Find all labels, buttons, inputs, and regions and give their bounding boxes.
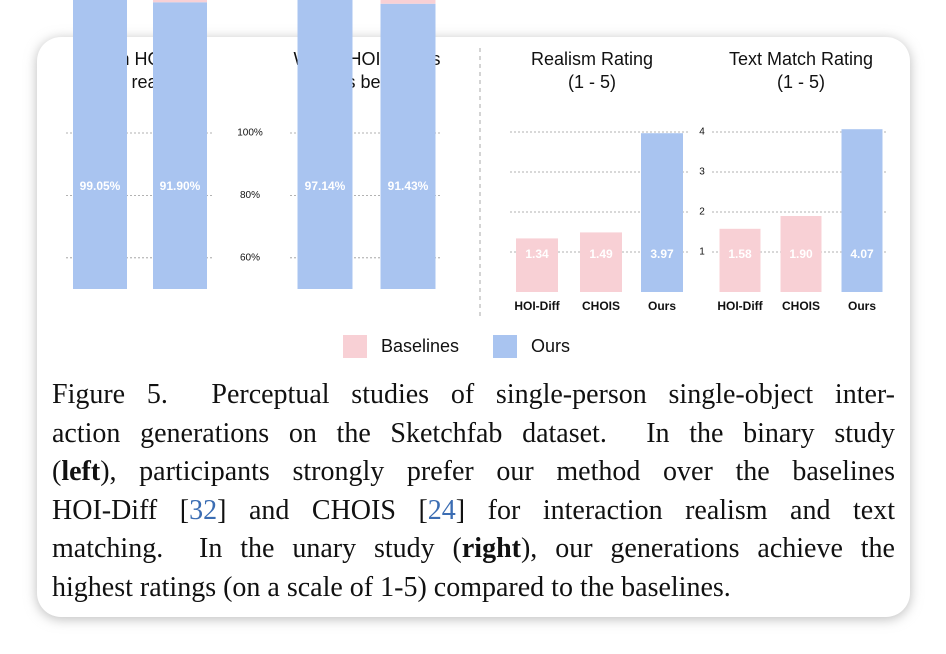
value-label: 1.58: [728, 247, 752, 261]
chart-title: Text Match Rating (1 - 5): [729, 49, 873, 92]
caption-text: ] for interaction realism and text: [455, 494, 895, 526]
caption-text: action generations on the Sketchfab data…: [52, 417, 895, 449]
bar: [719, 228, 761, 292]
legend-swatch: [493, 335, 517, 358]
bar: [580, 232, 622, 292]
y-tick-label: 3: [699, 167, 705, 178]
caption-line: (left), participants strongly prefer our…: [52, 453, 895, 492]
caption-text: left: [61, 456, 101, 488]
caption: Figure 5. Perceptual studies of single-p…: [52, 376, 895, 608]
caption-line: Figure 5. Perceptual studies of single-p…: [52, 376, 895, 415]
caption-line: HOI-Diff [32] and CHOIS [24] for interac…: [52, 492, 895, 531]
caption-line: highest ratings (on a scale of 1-5) comp…: [52, 569, 895, 608]
caption-text: highest ratings (on a scale of 1-5) comp…: [52, 571, 731, 603]
value-label: 99.05%: [80, 179, 121, 193]
caption-text: ), participants strongly prefer our meth…: [100, 456, 895, 488]
value-label: 97.14%: [305, 179, 346, 193]
caption-text: HOI-Diff [: [52, 494, 190, 526]
value-label: 1.49: [589, 247, 613, 261]
category-label: HOI-Diff: [514, 299, 560, 313]
category-label: CHOIS: [782, 299, 820, 313]
bar-segment: [380, 0, 436, 4]
card: [37, 37, 910, 617]
legend-swatch: [343, 335, 367, 358]
value-label: 1.34: [525, 247, 549, 261]
value-label: 3.97: [650, 247, 674, 261]
y-tick-label: 100%: [237, 128, 263, 139]
citation-link[interactable]: 24: [427, 494, 456, 526]
category-label: Ours: [848, 299, 876, 313]
y-tick-label: 60%: [240, 252, 260, 263]
category-label: Ours: [648, 299, 676, 313]
caption-text: ] and CHOIS [: [217, 494, 428, 526]
value-label: 1.90: [789, 247, 813, 261]
category-label: CHOIS: [582, 299, 620, 313]
legend-label: Baselines: [381, 336, 459, 356]
y-tick-label: 4: [699, 127, 705, 138]
value-label: 91.43%: [388, 179, 429, 193]
bar: [516, 238, 558, 292]
legend-label: Ours: [531, 336, 570, 356]
caption-text: Figure 5. Perceptual studies of single-p…: [52, 379, 895, 410]
citation-link[interactable]: 32: [189, 494, 218, 526]
y-tick-label: 80%: [240, 190, 260, 201]
bar-segment: [73, 0, 127, 290]
bar: [780, 216, 822, 292]
caption-line: matching. In the unary study (right), ou…: [52, 530, 895, 569]
caption-text: (: [52, 456, 62, 488]
caption-text: ), our generations achieve the: [520, 533, 895, 565]
value-label: 91.90%: [160, 179, 201, 193]
value-label: 4.07: [850, 247, 874, 261]
y-tick-label: 1: [699, 247, 705, 258]
category-label: HOI-Diff: [717, 299, 763, 313]
caption-text: matching. In the unary study (: [52, 533, 462, 565]
caption-text: right: [461, 533, 521, 565]
bar-segment: [297, 0, 353, 290]
bar: [841, 129, 883, 292]
chart-title: Realism Rating (1 - 5): [531, 49, 653, 92]
bar-segment: [153, 2, 207, 289]
bar-segment: [380, 3, 436, 289]
y-tick-label: 2: [699, 207, 705, 218]
bar: [641, 133, 683, 292]
caption-line: action generations on the Sketchfab data…: [52, 415, 895, 454]
bar-segment: [153, 0, 207, 3]
